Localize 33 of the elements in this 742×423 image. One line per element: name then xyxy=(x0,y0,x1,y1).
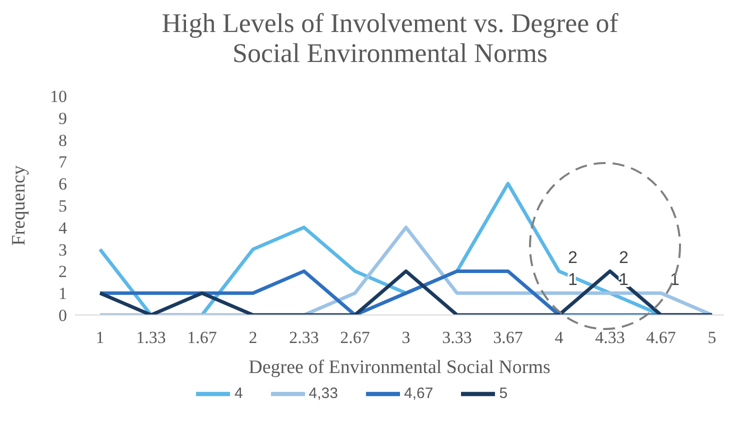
annotation: 2 xyxy=(568,248,578,268)
x-tick-label: 4.33 xyxy=(595,328,625,348)
y-tick-label: 0 xyxy=(58,306,67,326)
y-tick-label: 8 xyxy=(58,130,67,150)
x-tick-label: 3 xyxy=(402,328,410,348)
legend-label: 5 xyxy=(499,384,508,402)
y-tick-label: 4 xyxy=(58,218,68,238)
y-tick-label: 7 xyxy=(58,152,68,172)
x-axis-title: Degree of Environmental Social Norms xyxy=(248,357,550,378)
x-tick-label: 4.67 xyxy=(646,328,676,348)
x-tick-label: 5 xyxy=(708,328,716,348)
x-tick-label: 1.67 xyxy=(187,328,218,348)
y-tick-label: 10 xyxy=(50,87,67,106)
y-tick-label: 3 xyxy=(58,240,67,260)
y-tick-label: 9 xyxy=(58,108,67,128)
x-tick-label: 4 xyxy=(554,328,564,348)
x-tick-label: 3.67 xyxy=(493,328,524,348)
y-tick-label: 5 xyxy=(58,196,67,216)
y-tick-label: 6 xyxy=(58,174,67,194)
annotation: 2 xyxy=(619,248,628,268)
chart-title: High Levels of Involvement vs. Degree of Social Environmental Norms xyxy=(160,8,620,68)
x-tick-label: 1.33 xyxy=(136,328,166,348)
y-tick-label: 1 xyxy=(58,284,67,304)
x-tick-label: 2.33 xyxy=(289,328,319,348)
legend-label: 4,67 xyxy=(404,384,434,402)
y-tick-label: 2 xyxy=(58,262,67,282)
x-tick-label: 2.67 xyxy=(340,328,370,348)
legend-label: 4,33 xyxy=(308,384,338,402)
y-axis-title: Frequency xyxy=(8,164,30,246)
x-tick-label: 2 xyxy=(248,328,258,348)
legend-label: 4 xyxy=(234,384,243,402)
x-tick-label: 3.33 xyxy=(442,328,472,348)
x-tick-label: 1 xyxy=(96,328,104,348)
